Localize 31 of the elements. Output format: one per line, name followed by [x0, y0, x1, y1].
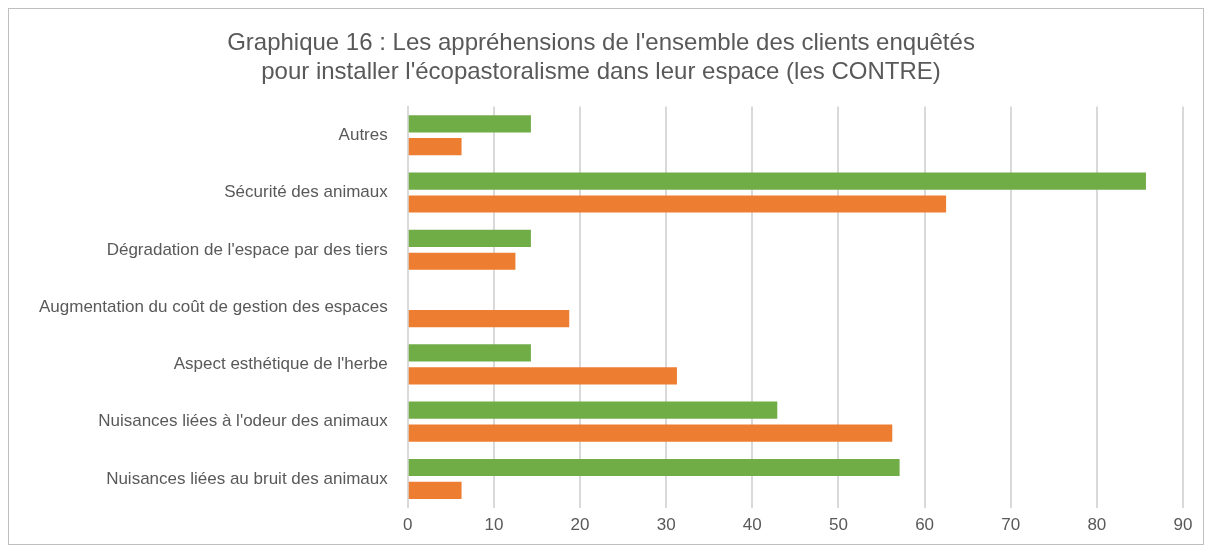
bar — [408, 252, 516, 270]
y-tick-label: Nuisances liées à l'odeur des animaux — [98, 411, 389, 431]
y-tick-label: Sécurité des animaux — [224, 182, 389, 202]
y-tick-label: Autres — [338, 124, 388, 144]
bar — [408, 481, 462, 500]
x-tick-label: 10 — [484, 515, 504, 535]
y-tick-label: Augmentation du coût de gestion des espaces — [38, 296, 388, 316]
bar — [408, 344, 531, 362]
bar — [408, 424, 893, 442]
y-tick-label: Dégradation de l'espace par des tiers — [106, 239, 388, 259]
bar — [408, 138, 462, 156]
bar — [408, 401, 778, 419]
x-tick-label: 20 — [570, 515, 590, 535]
bar — [408, 115, 531, 133]
y-tick-label: Aspect esthétique de l'herbe — [173, 354, 388, 374]
x-tick-label: 40 — [742, 515, 762, 535]
chart-title: Graphique 16 : Les appréhensions de l'ensemble des clients enquêtés pour installer l'écopastoralisme dans leur espace (les CONTRE) — [227, 28, 975, 84]
x-tick-label: 60 — [915, 515, 935, 535]
y-tick-label: Nuisances liées au bruit des animaux — [106, 468, 389, 488]
x-tick-label: 30 — [656, 515, 676, 535]
bar — [408, 309, 570, 328]
bar — [408, 229, 531, 247]
x-tick-label: 70 — [1001, 515, 1021, 535]
bar — [408, 172, 1146, 190]
x-tick-label: 90 — [1173, 515, 1193, 535]
x-tick-label: 80 — [1087, 515, 1107, 535]
bar — [408, 195, 947, 213]
x-tick-label: 50 — [828, 515, 848, 535]
x-tick-label: 0 — [403, 515, 413, 535]
bar — [408, 458, 900, 477]
bar — [408, 367, 677, 385]
